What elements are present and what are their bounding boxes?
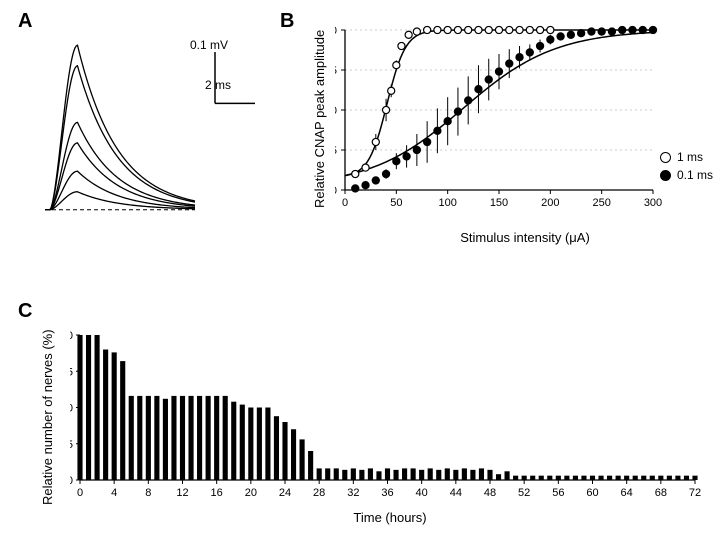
panel-B-ylabel: Relative CNAP peak amplitude: [312, 30, 327, 208]
svg-text:300: 300: [644, 197, 662, 209]
svg-text:32: 32: [347, 487, 359, 499]
svg-text:0: 0: [70, 475, 73, 487]
svg-text:0: 0: [77, 487, 83, 499]
svg-text:150: 150: [490, 197, 508, 209]
panel-B-label: B: [280, 10, 294, 33]
panel-B-legend-1: 1 ms: [660, 150, 703, 164]
svg-text:0.50: 0.50: [335, 105, 337, 117]
panel-C-ylabel: Relative number of nerves (%): [40, 329, 55, 505]
svg-text:60: 60: [586, 487, 598, 499]
svg-text:20: 20: [245, 487, 257, 499]
panel-B-xlabel: Stimulus intensity (μA): [425, 230, 625, 245]
svg-text:8: 8: [145, 487, 151, 499]
svg-text:40: 40: [416, 487, 428, 499]
svg-text:64: 64: [621, 487, 633, 499]
svg-text:52: 52: [518, 487, 530, 499]
svg-text:1.00: 1.00: [335, 25, 337, 37]
svg-text:48: 48: [484, 487, 496, 499]
svg-text:100: 100: [438, 197, 456, 209]
panel-B-legend-2-label: 0.1 ms: [677, 168, 713, 182]
svg-text:50: 50: [390, 197, 402, 209]
svg-text:0: 0: [342, 197, 348, 209]
svg-text:56: 56: [552, 487, 564, 499]
panel-B-legend-1-label: 1 ms: [677, 150, 703, 164]
panel-B-chart: 0 50 100 150 200 250 300 0.00 0.25 0.50 0.75 1.00: [335, 25, 705, 225]
svg-text:28: 28: [313, 487, 325, 499]
panel-C-chart: 0255075100048121620242832364044485256606…: [70, 330, 705, 520]
svg-text:25: 25: [70, 439, 73, 451]
panel-C-xlabel: Time (hours): [290, 510, 490, 525]
panel-A-scalebar-x-label: 2 ms: [205, 78, 231, 92]
svg-text:24: 24: [279, 487, 291, 499]
panel-A-scalebar-y-label: 0.1 mV: [190, 38, 228, 52]
svg-text:68: 68: [655, 487, 667, 499]
svg-text:36: 36: [381, 487, 393, 499]
svg-text:0.75: 0.75: [335, 65, 337, 77]
svg-text:50: 50: [70, 403, 73, 415]
svg-text:4: 4: [111, 487, 117, 499]
svg-text:250: 250: [592, 197, 610, 209]
svg-text:44: 44: [450, 487, 462, 499]
panel-A-label: A: [18, 10, 32, 33]
svg-text:72: 72: [689, 487, 701, 499]
svg-text:75: 75: [70, 366, 73, 378]
svg-text:16: 16: [211, 487, 223, 499]
open-circle-icon: [660, 152, 671, 163]
svg-text:0.25: 0.25: [335, 145, 337, 157]
svg-text:0.00: 0.00: [335, 185, 337, 197]
panel-B-legend-2: 0.1 ms: [660, 168, 713, 182]
svg-text:12: 12: [176, 487, 188, 499]
filled-circle-icon: [660, 170, 671, 181]
panel-C-label: C: [18, 300, 32, 323]
svg-text:200: 200: [541, 197, 559, 209]
svg-text:100: 100: [70, 330, 73, 342]
